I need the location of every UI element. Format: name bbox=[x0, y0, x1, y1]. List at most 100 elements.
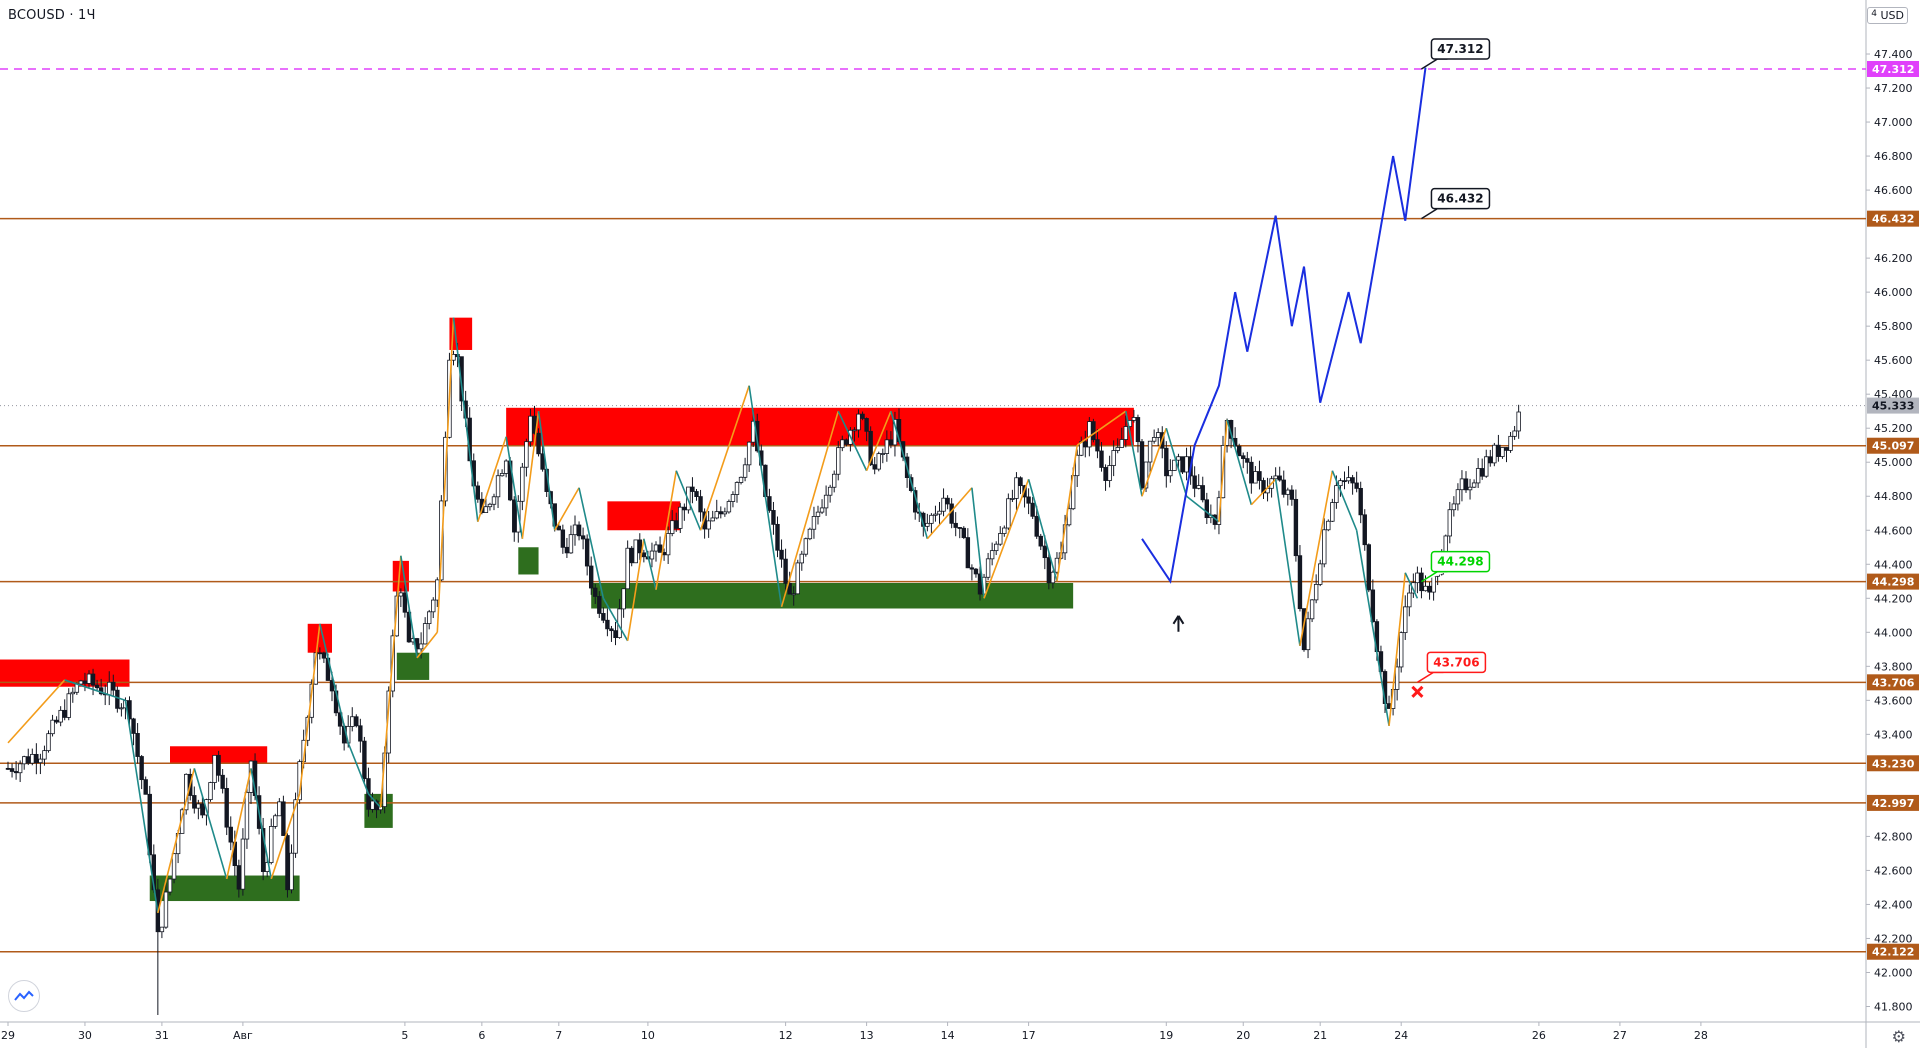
candle bbox=[864, 417, 869, 442]
candle bbox=[884, 430, 890, 462]
price-tick-label: 46.600 bbox=[1874, 184, 1913, 197]
candle bbox=[1257, 460, 1262, 490]
candle-body bbox=[787, 582, 792, 595]
support-zone bbox=[591, 582, 1074, 609]
cross-marker-icon bbox=[1411, 685, 1424, 698]
candle-body bbox=[1107, 465, 1112, 481]
candle bbox=[560, 524, 566, 554]
candle-body bbox=[937, 510, 942, 515]
candle-body bbox=[746, 441, 752, 466]
candle bbox=[103, 684, 108, 706]
candle-body bbox=[520, 466, 525, 502]
price-axis[interactable]: 47.400 47.200 47.000 46.800 46.600 46.200 46.0… bbox=[1866, 48, 1919, 1013]
zigzag-up-leg bbox=[298, 623, 321, 794]
candle-body bbox=[840, 439, 845, 449]
currency-badge-number: 4 bbox=[1871, 9, 1877, 19]
candle bbox=[13, 761, 19, 780]
zigzag-down-leg bbox=[1027, 479, 1058, 582]
candle bbox=[832, 470, 837, 493]
candle-body bbox=[431, 599, 436, 613]
price-tick-label: 45.200 bbox=[1874, 422, 1913, 435]
candle-body bbox=[293, 799, 298, 854]
candle-body bbox=[1419, 572, 1424, 592]
callout-box bbox=[1430, 187, 1491, 210]
price-tick-label: 45.600 bbox=[1874, 354, 1913, 367]
candle-body bbox=[1471, 482, 1477, 488]
candle-body bbox=[1403, 606, 1408, 634]
zigzag-down-leg bbox=[193, 768, 228, 880]
candle bbox=[317, 647, 323, 660]
candle-body bbox=[1196, 485, 1201, 489]
zigzag-up-leg bbox=[270, 793, 301, 880]
candle-body bbox=[1480, 468, 1485, 477]
candle bbox=[1322, 518, 1327, 568]
candle bbox=[82, 672, 88, 692]
candle-body bbox=[536, 432, 541, 455]
candle bbox=[1075, 449, 1080, 488]
candle-body bbox=[868, 430, 873, 466]
zigzag-up-leg bbox=[699, 385, 750, 531]
settings-gear-icon[interactable]: ⚙ bbox=[1891, 1027, 1906, 1046]
candle bbox=[738, 476, 744, 485]
candle bbox=[115, 686, 120, 713]
candle bbox=[1512, 425, 1517, 440]
candle bbox=[422, 617, 428, 645]
candle bbox=[277, 798, 282, 817]
candle-body bbox=[216, 754, 221, 776]
candle bbox=[127, 696, 132, 726]
candle-body bbox=[933, 513, 938, 516]
symbol-title[interactable]: BCOUSD · 1Ч bbox=[8, 8, 96, 23]
candle bbox=[682, 503, 687, 521]
candle-body bbox=[1216, 497, 1222, 525]
candle-body bbox=[503, 460, 509, 474]
candle bbox=[613, 622, 618, 646]
levels-layer bbox=[0, 68, 1866, 953]
candle bbox=[269, 818, 274, 865]
time-tick-label: 7 bbox=[555, 1029, 562, 1042]
time-tick-label: 27 bbox=[1613, 1029, 1627, 1042]
candle-body bbox=[1237, 445, 1242, 457]
candle-body bbox=[827, 486, 833, 496]
candle bbox=[94, 679, 100, 691]
candle bbox=[1455, 483, 1461, 511]
candle bbox=[196, 799, 201, 820]
zigzag-up-leg bbox=[1218, 419, 1228, 522]
forecast-path[interactable] bbox=[1141, 67, 1427, 584]
candle bbox=[625, 540, 630, 590]
candle bbox=[1281, 470, 1286, 498]
support-zone bbox=[149, 875, 300, 902]
candle-body bbox=[1285, 489, 1290, 495]
candle bbox=[354, 714, 359, 728]
candle-body bbox=[1034, 515, 1039, 537]
candle bbox=[34, 743, 39, 775]
forecast-polyline[interactable] bbox=[1141, 67, 1427, 584]
level-price-tag bbox=[1867, 437, 1919, 454]
tradingview-logo-icon[interactable] bbox=[8, 980, 40, 1012]
candle-body bbox=[706, 520, 711, 530]
price-tick-label: 42.000 bbox=[1874, 966, 1913, 979]
zigzag-up-leg bbox=[1076, 410, 1127, 446]
candle bbox=[1212, 514, 1218, 530]
time-tick-label: 28 bbox=[1694, 1029, 1708, 1042]
candle bbox=[1370, 579, 1376, 624]
candle bbox=[1131, 409, 1137, 423]
candle-body bbox=[1338, 480, 1343, 487]
candle-body bbox=[1131, 417, 1137, 421]
candle-body bbox=[1257, 471, 1262, 481]
candle bbox=[1285, 487, 1290, 506]
candle-body bbox=[240, 838, 246, 890]
candle bbox=[1492, 442, 1497, 467]
candle bbox=[568, 525, 574, 554]
candle-body bbox=[58, 709, 63, 723]
candle bbox=[1427, 582, 1432, 600]
candle-body bbox=[1139, 441, 1145, 489]
candle-body bbox=[609, 628, 614, 632]
candle-body bbox=[649, 550, 655, 560]
candle bbox=[248, 760, 254, 804]
candle bbox=[1350, 474, 1355, 495]
time-axis[interactable]: 29 30 31 Авг 5 6 7 10 12 13 14 17 19 20 21 24 26 27 28 bbox=[1, 1022, 1708, 1042]
currency-badge[interactable]: 4 USD bbox=[1867, 7, 1908, 24]
candle bbox=[791, 586, 796, 606]
candle-body bbox=[653, 544, 659, 552]
